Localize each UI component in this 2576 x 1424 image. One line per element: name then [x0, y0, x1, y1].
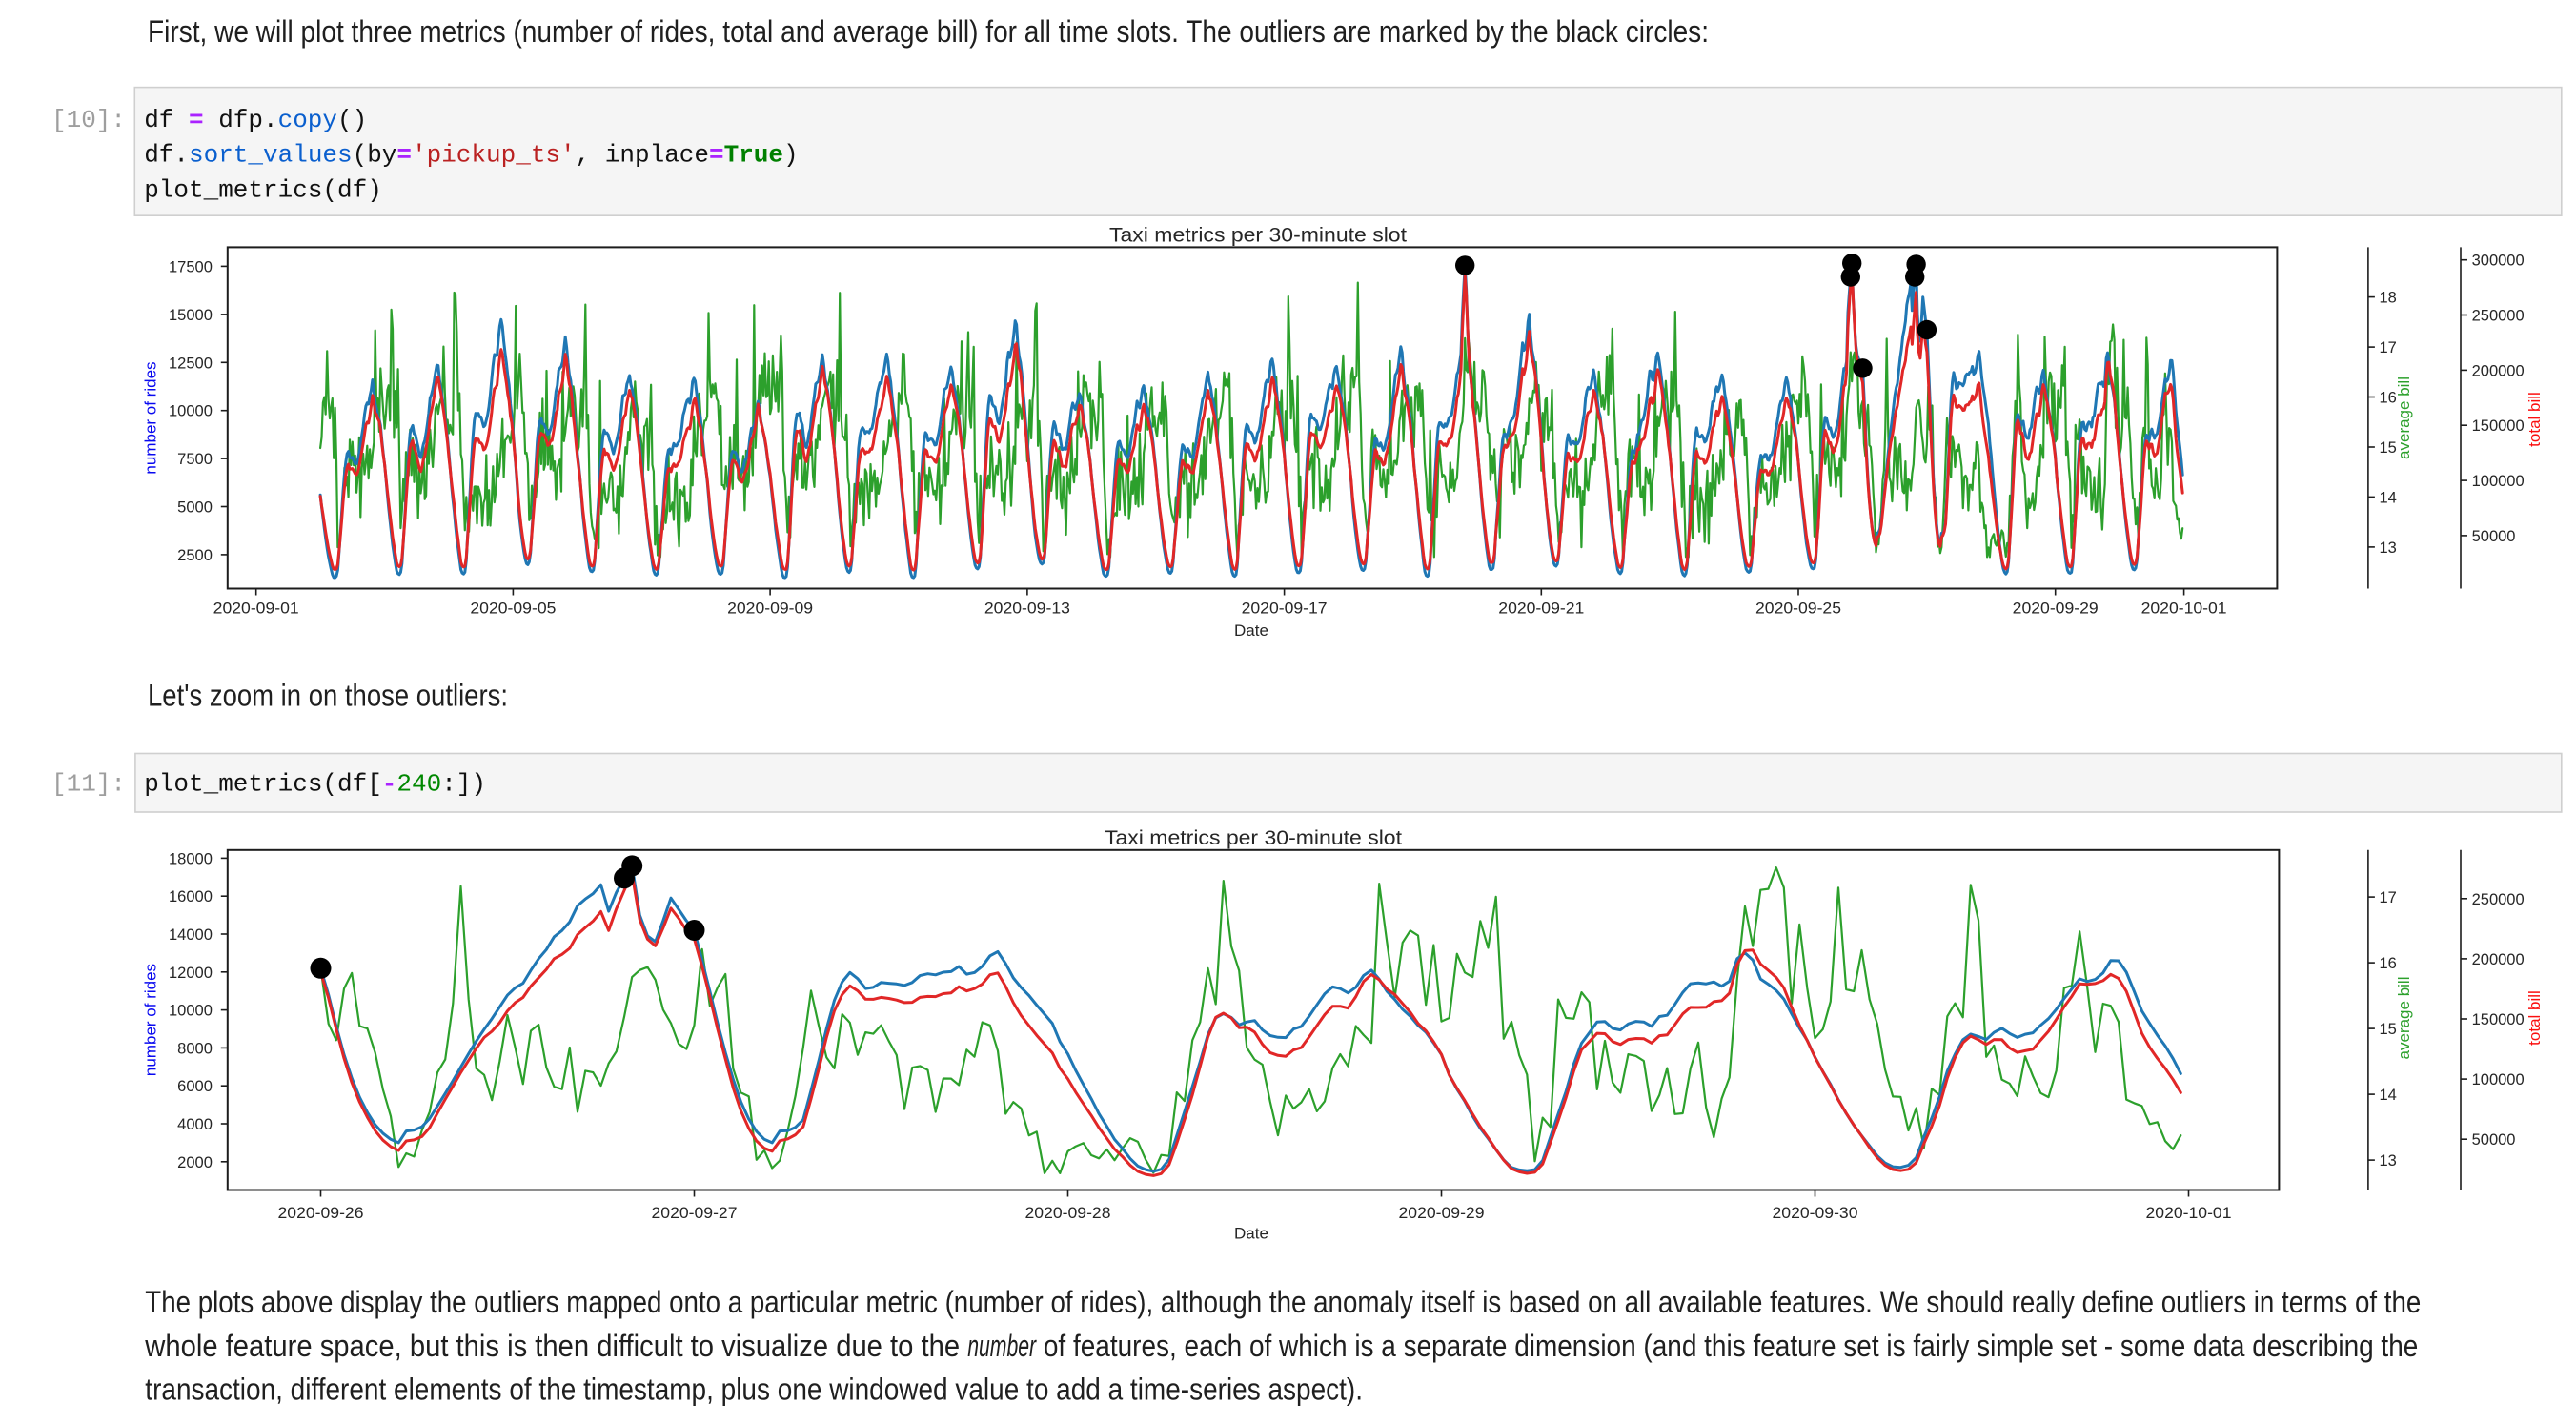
svg-text:13: 13	[2380, 1152, 2397, 1170]
svg-text:dfp.: dfp.	[218, 106, 277, 134]
svg-text:14: 14	[2380, 1087, 2397, 1104]
svg-text::]): :])	[441, 770, 486, 799]
svg-text:17: 17	[2380, 889, 2397, 906]
svg-text:whole feature space, but this: whole feature space, but this is then di…	[144, 1329, 967, 1363]
svg-text:copy: copy	[278, 106, 337, 134]
svg-text:10000: 10000	[169, 1003, 213, 1020]
svg-text:18000: 18000	[169, 850, 213, 867]
svg-text:number of rides: number of rides	[142, 361, 160, 474]
svg-text:): )	[783, 141, 799, 170]
svg-text:Taxi metrics per 30-minute slo: Taxi metrics per 30-minute slot	[1109, 225, 1407, 247]
svg-text:2020-09-30: 2020-09-30	[1773, 1205, 1858, 1222]
svg-text:5000: 5000	[177, 499, 213, 517]
svg-text:14: 14	[2380, 489, 2397, 506]
svg-text:2500: 2500	[177, 547, 213, 564]
svg-text:2000: 2000	[177, 1154, 213, 1171]
svg-text:2020-09-29: 2020-09-29	[1399, 1205, 1485, 1222]
svg-text:=: =	[709, 141, 724, 170]
svg-text:17: 17	[2380, 339, 2397, 356]
svg-text:15: 15	[2380, 1021, 2397, 1038]
svg-text:2020-09-17: 2020-09-17	[1242, 600, 1328, 618]
svg-text:transaction, different element: transaction, different elements of the t…	[145, 1373, 1363, 1407]
svg-text:sort_values: sort_values	[189, 141, 353, 170]
svg-text:16000: 16000	[169, 888, 213, 905]
svg-text:2020-09-13: 2020-09-13	[984, 600, 1070, 618]
svg-text:Date: Date	[1234, 1225, 1268, 1243]
svg-text:300000: 300000	[2472, 253, 2525, 270]
svg-text:=: =	[396, 141, 412, 170]
svg-text:First, we will plot three metr: First, we will plot three metrics (numbe…	[148, 14, 1709, 49]
svg-text:(by: (by	[353, 141, 397, 170]
svg-text:100000: 100000	[2472, 473, 2525, 490]
svg-text:df.: df.	[144, 141, 189, 170]
svg-text:True: True	[724, 141, 783, 170]
svg-text:2020-09-05: 2020-09-05	[470, 600, 556, 618]
svg-text:number of rides: number of rides	[142, 964, 160, 1076]
svg-text:200000: 200000	[2472, 362, 2525, 379]
svg-text:, inplace: , inplace	[576, 141, 709, 170]
svg-text:2020-09-21: 2020-09-21	[1498, 600, 1584, 618]
svg-text:12500: 12500	[169, 355, 213, 372]
svg-text:2020-09-25: 2020-09-25	[1755, 600, 1841, 618]
svg-text:2020-09-01: 2020-09-01	[213, 600, 299, 618]
svg-text:18: 18	[2380, 290, 2397, 307]
svg-text:(): ()	[337, 106, 367, 134]
svg-text:2020-09-26: 2020-09-26	[278, 1205, 364, 1222]
svg-text:250000: 250000	[2472, 891, 2525, 908]
svg-text:4000: 4000	[177, 1116, 213, 1133]
svg-text:total bill: total bill	[2525, 392, 2544, 447]
svg-text:12000: 12000	[169, 965, 213, 982]
svg-text:plot_metrics(df): plot_metrics(df)	[144, 175, 382, 204]
svg-text:df: df	[144, 106, 173, 134]
svg-text:2020-10-01: 2020-10-01	[2141, 600, 2227, 618]
svg-text:240: 240	[396, 770, 441, 799]
svg-text:8000: 8000	[177, 1040, 213, 1057]
svg-text:50000: 50000	[2472, 1131, 2516, 1149]
svg-text:2020-09-09: 2020-09-09	[727, 600, 813, 618]
svg-text:average bill: average bill	[2395, 977, 2413, 1060]
svg-text:6000: 6000	[177, 1078, 213, 1095]
svg-text:average bill: average bill	[2395, 376, 2413, 459]
svg-text:14000: 14000	[169, 926, 213, 944]
svg-text:[11]:: [11]:	[51, 770, 126, 799]
svg-text:100000: 100000	[2472, 1071, 2525, 1088]
svg-text:250000: 250000	[2472, 308, 2525, 325]
svg-text:Date: Date	[1234, 621, 1268, 640]
svg-text:Let's zoom in on those outlier: Let's zoom in on those outliers:	[148, 679, 508, 713]
svg-text:'pickup_ts': 'pickup_ts'	[412, 141, 576, 170]
svg-text:=: =	[189, 106, 204, 134]
svg-text:16: 16	[2380, 390, 2397, 407]
svg-text:17500: 17500	[169, 258, 213, 275]
svg-text:10000: 10000	[169, 403, 213, 420]
svg-text:200000: 200000	[2472, 951, 2525, 968]
svg-text:7500: 7500	[177, 451, 213, 468]
svg-text:number: number	[967, 1329, 1037, 1363]
svg-text:15000: 15000	[169, 307, 213, 324]
svg-text:-: -	[382, 770, 397, 799]
svg-text:2020-09-29: 2020-09-29	[2013, 600, 2099, 618]
svg-text:of features, each of which is: of features, each of which is a separate…	[1036, 1329, 2418, 1363]
svg-text:150000: 150000	[2472, 417, 2525, 435]
svg-text:total bill: total bill	[2525, 990, 2544, 1046]
svg-text:13: 13	[2380, 539, 2397, 557]
svg-text:The plots above display the ou: The plots above display the outliers map…	[145, 1285, 2421, 1319]
svg-text:2020-10-01: 2020-10-01	[2146, 1205, 2232, 1222]
svg-text:2020-09-28: 2020-09-28	[1025, 1205, 1111, 1222]
svg-text:15: 15	[2380, 439, 2397, 457]
svg-text:plot_metrics(df[: plot_metrics(df[	[144, 770, 382, 799]
svg-text:[10]:: [10]:	[51, 106, 126, 134]
svg-text:16: 16	[2380, 955, 2397, 972]
svg-text:150000: 150000	[2472, 1011, 2525, 1028]
svg-text:50000: 50000	[2472, 528, 2516, 545]
svg-text:Taxi metrics per 30-minute slo: Taxi metrics per 30-minute slot	[1105, 827, 1402, 849]
svg-text:2020-09-27: 2020-09-27	[652, 1205, 738, 1222]
